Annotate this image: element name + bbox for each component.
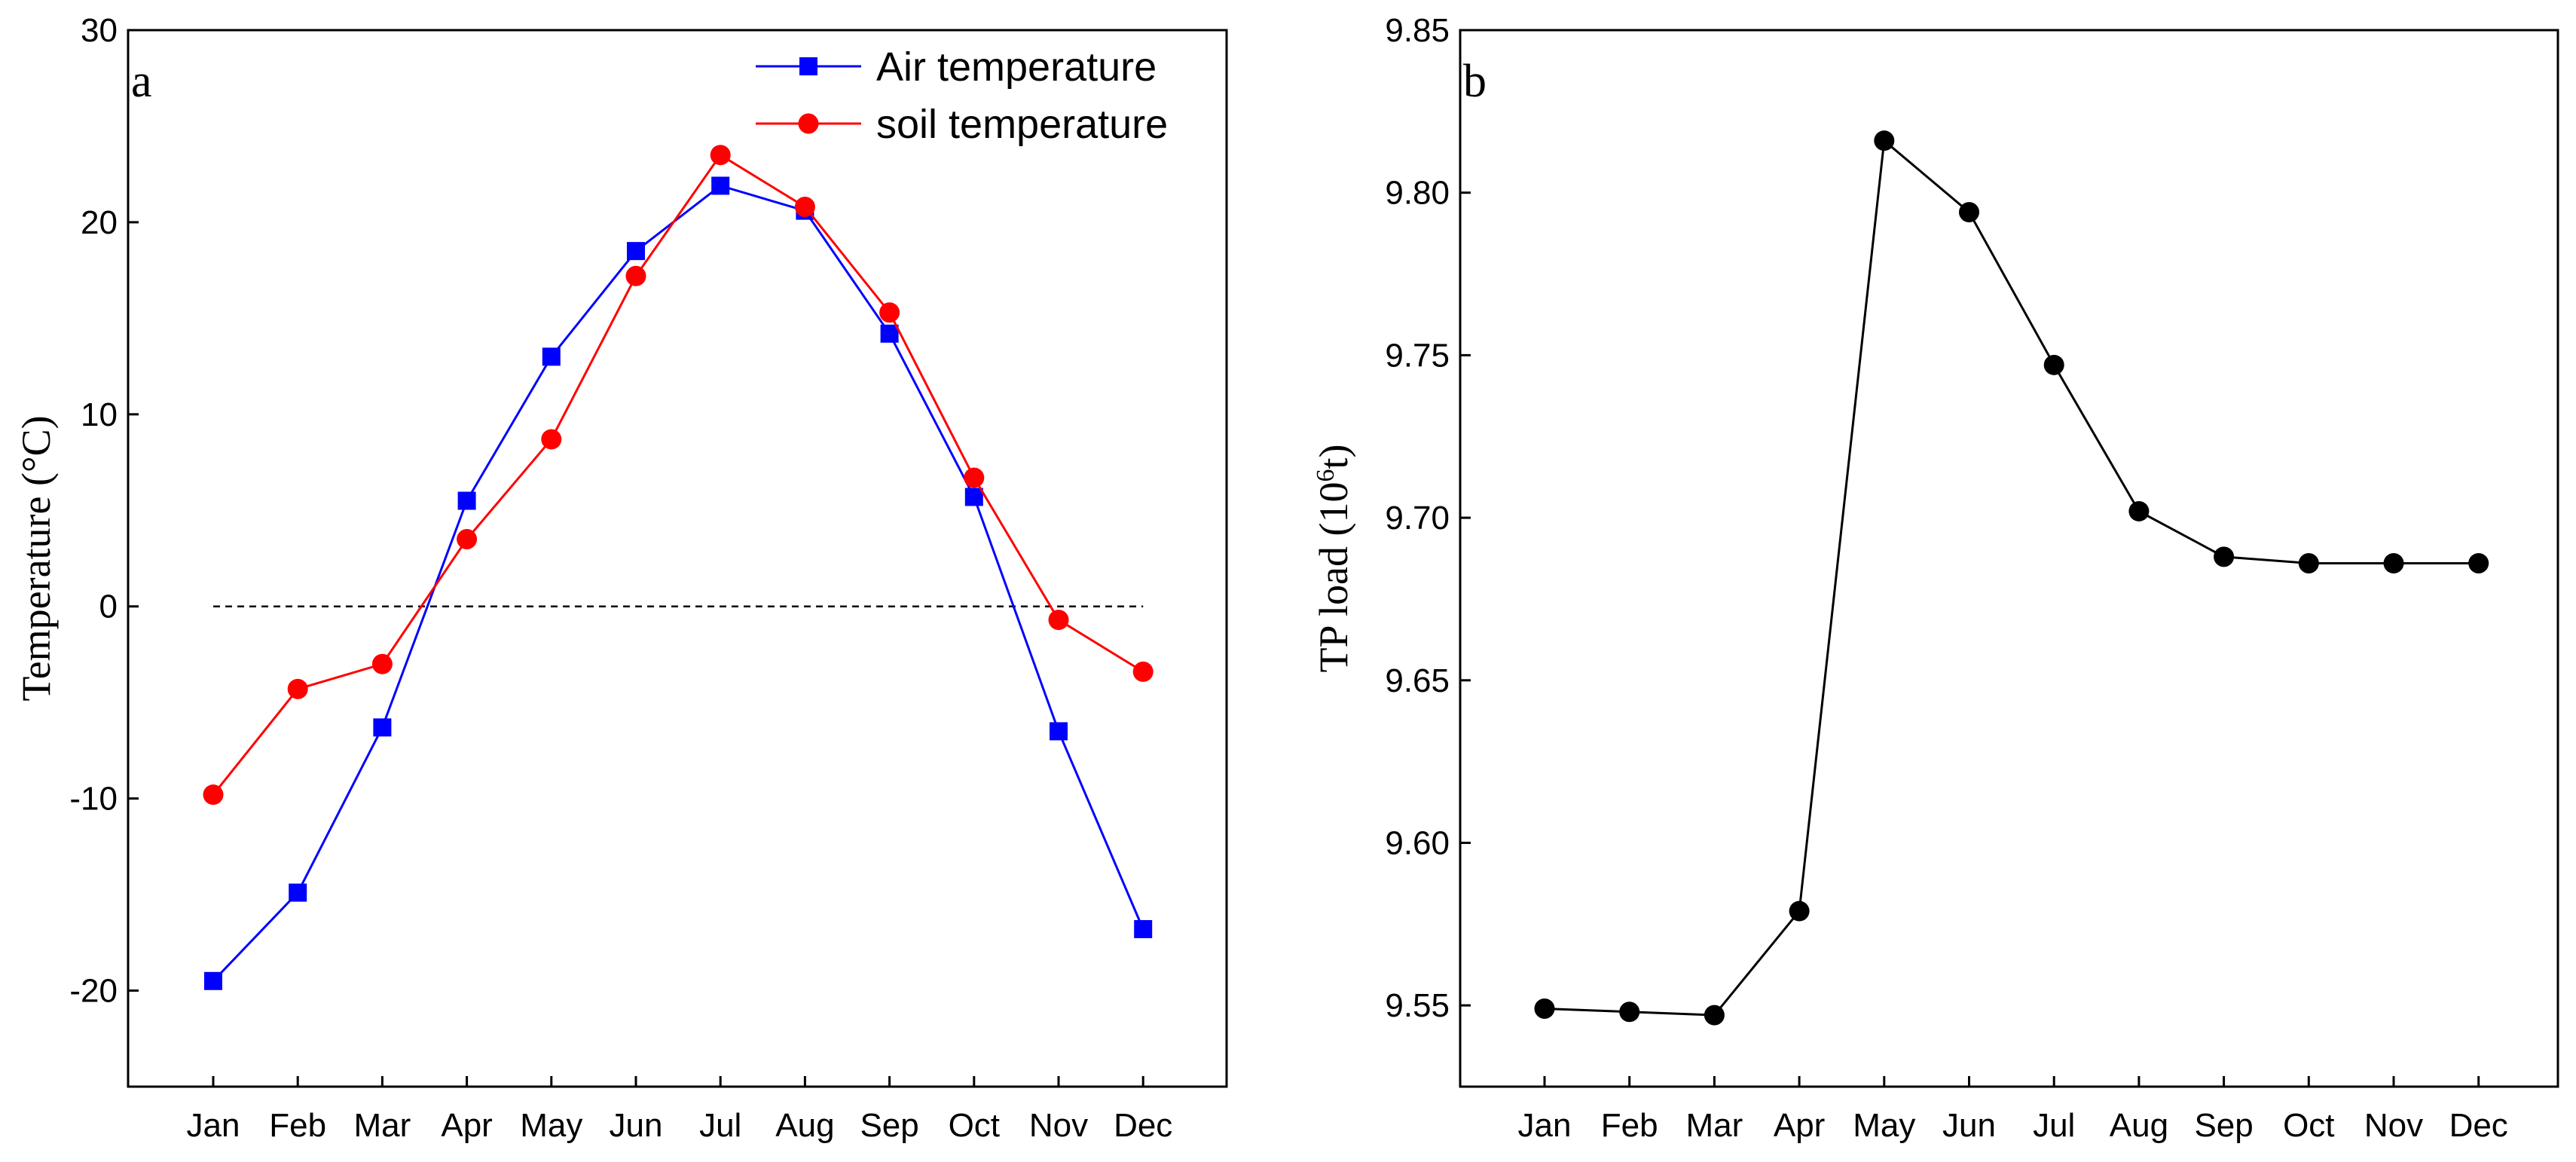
data-point — [627, 242, 645, 261]
y-tick-label: 9.70 — [1385, 500, 1450, 537]
data-point — [794, 197, 815, 218]
y-tick-label: 9.85 — [1385, 12, 1450, 49]
y-tick-label: -10 — [69, 781, 118, 818]
data-point — [879, 302, 900, 323]
data-point — [2383, 552, 2404, 573]
data-point — [1704, 1005, 1725, 1026]
x-tick-label: Oct — [949, 1107, 1000, 1144]
y-axis-title-b: TP load (106t) — [1311, 445, 1356, 673]
y-axis-title-b-sup: 6 — [1312, 469, 1340, 482]
data-point — [457, 491, 476, 510]
legend-a: Air temperature soil temperature — [756, 44, 1168, 147]
x-axis-a: Jan Feb Mar Apr May Jun Jul Aug Sep Oct Nov Dec — [187, 1076, 1172, 1144]
data-point — [710, 145, 731, 166]
y-axis-a: -20 -10 0 10 20 30 — [69, 12, 139, 1010]
data-point — [2298, 552, 2319, 573]
data-point — [1789, 901, 1810, 922]
x-tick-label: Dec — [2449, 1107, 2508, 1144]
y-tick-label: 9.75 — [1385, 337, 1450, 374]
x-tick-label: Nov — [2364, 1107, 2423, 1144]
x-tick-label: Jul — [2033, 1107, 2075, 1144]
series-line — [212, 153, 1144, 796]
x-tick-label: Sep — [2194, 1107, 2253, 1144]
data-point — [1619, 1001, 1640, 1023]
y-tick-label: 10 — [81, 396, 118, 433]
x-tick-label: Aug — [2110, 1107, 2168, 1144]
legend-marker — [799, 57, 817, 75]
y-tick-label: 30 — [81, 12, 118, 49]
data-point — [964, 467, 985, 488]
y-axis-title-b-main: TP load (10 — [1311, 482, 1356, 673]
data-point — [457, 529, 478, 550]
panel-label-a: a — [131, 56, 152, 107]
x-tick-label: Jun — [610, 1107, 663, 1144]
x-tick-label: May — [520, 1107, 582, 1144]
data-point — [1874, 130, 1895, 151]
data-point — [625, 265, 646, 286]
data-point — [1534, 998, 1555, 1019]
x-tick-label: May — [1853, 1107, 1915, 1144]
data-point — [1050, 722, 1068, 741]
y-tick-label: 9.65 — [1385, 662, 1450, 699]
series-line — [212, 184, 1144, 982]
x-tick-label: Aug — [775, 1107, 834, 1144]
y-tick-label: 9.60 — [1385, 824, 1450, 861]
data-point — [2468, 552, 2489, 573]
plot-frame-a — [127, 29, 1228, 1088]
data-point — [1134, 919, 1153, 938]
data-point — [542, 347, 561, 366]
x-tick-label: Jan — [1518, 1107, 1572, 1144]
panel-a-temperature-chart: -20 -10 0 10 20 30 Jan Feb Mar Apr May Jun Jul Aug Se… — [14, 12, 1228, 1144]
x-tick-label: Nov — [1029, 1107, 1088, 1144]
x-tick-label: Apr — [441, 1107, 492, 1144]
x-tick-label: Mar — [1686, 1107, 1743, 1144]
y-axis-b: 9.55 9.60 9.65 9.70 9.75 9.80 9.85 — [1385, 12, 1471, 1024]
y-tick-label: 0 — [99, 589, 118, 625]
x-tick-label: Sep — [860, 1107, 918, 1144]
x-tick-label: Feb — [269, 1107, 326, 1144]
data-point — [2128, 500, 2150, 521]
series-group-a — [203, 145, 1154, 990]
x-tick-label: Oct — [2283, 1107, 2334, 1144]
plot-frame-b — [1459, 29, 2559, 1088]
data-point — [1132, 661, 1154, 682]
data-point — [964, 488, 983, 506]
panel-label-b: b — [1463, 56, 1487, 107]
x-tick-label: Jun — [1942, 1107, 1996, 1144]
data-point — [541, 429, 562, 450]
y-tick-label: 20 — [81, 204, 118, 241]
y-tick-label: 9.55 — [1385, 987, 1450, 1024]
series-group-b — [1534, 130, 2489, 1026]
x-axis-b: Jan Feb Mar Apr May Jun Jul Aug Sep Oct Nov Dec — [1518, 1076, 2508, 1144]
data-point — [2214, 546, 2235, 567]
data-point — [711, 176, 730, 195]
data-point — [1048, 610, 1069, 631]
data-point — [204, 971, 222, 990]
x-tick-label: Jan — [187, 1107, 240, 1144]
x-tick-label: Dec — [1114, 1107, 1172, 1144]
panel-b-tp-load-chart: 9.55 9.60 9.65 9.70 9.75 9.80 9.85 Jan Feb Mar Ap… — [1311, 12, 2559, 1144]
x-tick-label: Jul — [699, 1107, 741, 1144]
data-point — [371, 653, 393, 674]
data-point — [373, 718, 392, 737]
data-point — [2043, 354, 2064, 375]
y-axis-title-a: Temperature (°C) — [14, 415, 59, 701]
x-tick-label: Mar — [354, 1107, 411, 1144]
data-point — [203, 784, 224, 806]
data-point — [880, 324, 899, 343]
y-tick-label: -20 — [69, 973, 118, 1010]
data-point — [287, 678, 308, 699]
legend-label: soil temperature — [876, 102, 1168, 147]
legend-marker — [798, 113, 819, 134]
series-line — [1544, 138, 2479, 1017]
y-tick-label: 9.80 — [1385, 175, 1450, 212]
data-point — [289, 883, 307, 902]
x-tick-label: Feb — [1601, 1107, 1658, 1144]
legend-label: Air temperature — [876, 44, 1157, 90]
x-tick-label: Apr — [1774, 1107, 1825, 1144]
y-axis-title-b-tail: t) — [1311, 445, 1356, 469]
data-point — [1959, 202, 1979, 223]
